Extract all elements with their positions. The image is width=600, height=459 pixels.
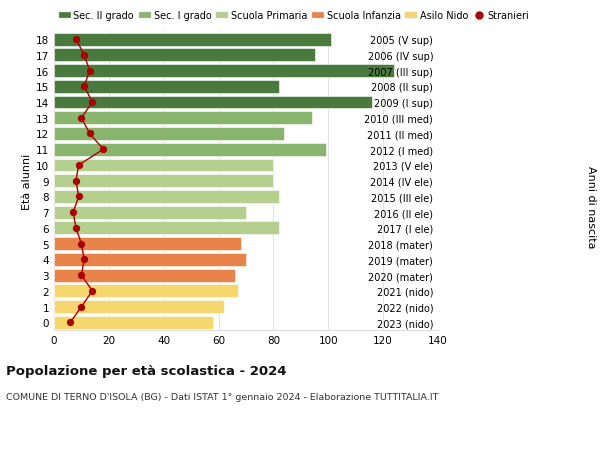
Point bbox=[71, 36, 81, 44]
Bar bbox=[54, 128, 284, 140]
Text: Popolazione per età scolastica - 2024: Popolazione per età scolastica - 2024 bbox=[6, 364, 287, 377]
Bar bbox=[54, 65, 394, 78]
Bar bbox=[54, 81, 279, 94]
Point bbox=[71, 178, 81, 185]
Point bbox=[77, 241, 86, 248]
Bar bbox=[54, 253, 246, 266]
Bar bbox=[54, 159, 274, 172]
Bar bbox=[54, 144, 326, 157]
Point bbox=[98, 146, 108, 154]
Point bbox=[88, 287, 97, 295]
Bar bbox=[54, 222, 279, 235]
Point bbox=[71, 225, 81, 232]
Bar bbox=[54, 34, 331, 46]
Bar bbox=[54, 190, 279, 203]
Y-axis label: Età alunni: Età alunni bbox=[22, 153, 32, 209]
Point bbox=[88, 99, 97, 106]
Point bbox=[74, 162, 83, 169]
Bar bbox=[54, 238, 241, 251]
Bar bbox=[54, 269, 235, 282]
Point bbox=[77, 303, 86, 311]
Point bbox=[79, 256, 89, 263]
Bar bbox=[54, 285, 238, 297]
Legend: Sec. II grado, Sec. I grado, Scuola Primaria, Scuola Infanzia, Asilo Nido, Stran: Sec. II grado, Sec. I grado, Scuola Prim… bbox=[59, 11, 530, 21]
Bar bbox=[54, 301, 224, 313]
Point bbox=[77, 272, 86, 279]
Bar bbox=[54, 316, 213, 329]
Bar bbox=[54, 49, 314, 62]
Bar bbox=[54, 175, 274, 188]
Point bbox=[68, 209, 78, 216]
Text: COMUNE DI TERNO D'ISOLA (BG) - Dati ISTAT 1° gennaio 2024 - Elaborazione TUTTITA: COMUNE DI TERNO D'ISOLA (BG) - Dati ISTA… bbox=[6, 392, 439, 401]
Bar bbox=[54, 96, 372, 109]
Bar bbox=[54, 206, 246, 219]
Point bbox=[79, 52, 89, 59]
Text: Anni di nascita: Anni di nascita bbox=[586, 165, 596, 248]
Point bbox=[65, 319, 75, 326]
Bar bbox=[54, 112, 312, 125]
Point bbox=[85, 130, 94, 138]
Point bbox=[77, 115, 86, 122]
Point bbox=[85, 68, 94, 75]
Point bbox=[79, 84, 89, 91]
Point bbox=[74, 193, 83, 201]
